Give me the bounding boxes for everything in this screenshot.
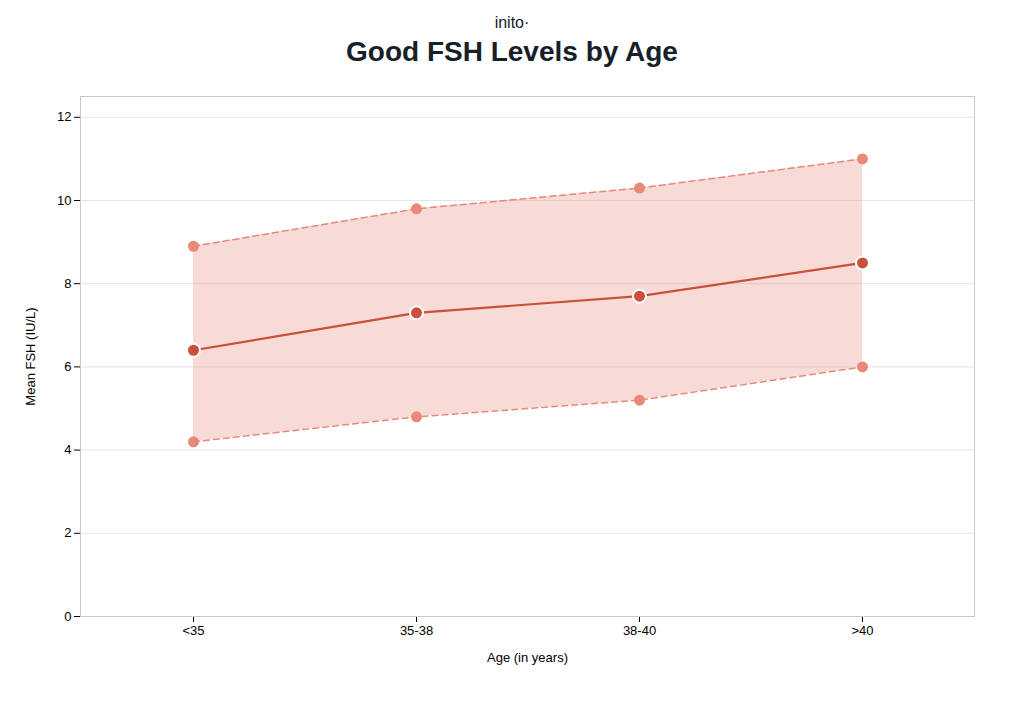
svg-text:6: 6 [64,359,71,374]
svg-text:Age (in years): Age (in years) [487,650,568,665]
svg-text:Mean FSH (IU/L): Mean FSH (IU/L) [23,307,38,405]
html-text:Good FSH Levels by Age: Good FSH Levels by Age [346,36,678,67]
svg-text:4: 4 [64,442,71,457]
svg-text:12: 12 [57,109,71,124]
svg-text:35-38: 35-38 [400,623,433,638]
html-text:inito·: inito· [494,14,530,31]
svg-text:38-40: 38-40 [623,623,656,638]
svg-text:10: 10 [57,193,71,208]
svg-text:<35: <35 [182,623,204,638]
svg-text:2: 2 [64,525,71,540]
svg-text:>40: >40 [851,623,873,638]
svg-text:0: 0 [64,609,71,624]
svg-text:8: 8 [64,276,71,291]
